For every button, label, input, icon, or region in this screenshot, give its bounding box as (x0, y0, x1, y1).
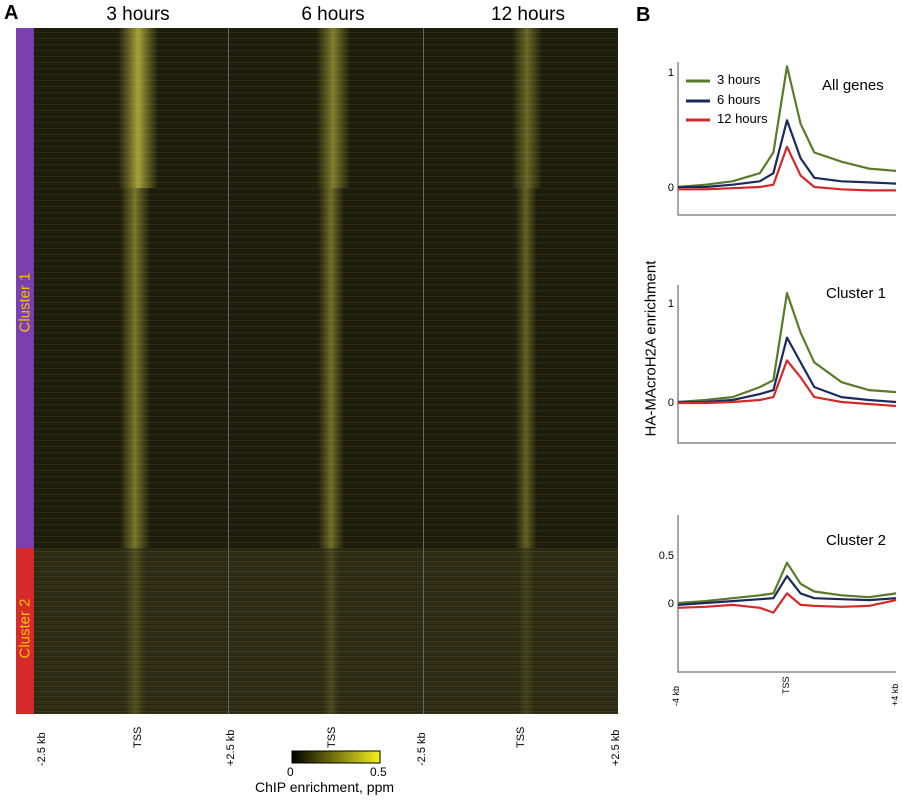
plot-2-ytick-1: 0 (668, 598, 674, 610)
plot-0-series-0 (677, 65, 897, 189)
plot-2-series-2 (677, 592, 897, 614)
plot-1-ytick-1: 1 (668, 298, 674, 310)
plot-0-ytick-0: 0 (668, 182, 674, 194)
profile-x-tick-tss: TSS (781, 676, 791, 694)
colorbar-max: 0.5 (370, 765, 387, 779)
plot-2-axes (677, 515, 896, 673)
plot-0-axes (677, 62, 896, 216)
plot-2-ytick-0: 0.5 (659, 550, 674, 562)
colorbar (291, 750, 381, 764)
column-title-6h: 6 hours (301, 4, 365, 25)
column-title-3h: 3 hours (106, 4, 170, 25)
plot-0-series-2 (678, 145, 896, 192)
profile-x-tick-left: -4 kb (671, 685, 681, 706)
cluster-2-bar (16, 548, 34, 714)
plot-1-series-0 (677, 292, 897, 404)
plot-2-series-0 (677, 561, 897, 605)
legend-12h: 12 hours (717, 111, 768, 126)
plot-2-series-1 (677, 574, 897, 606)
colorbar-label: ChIP enrichment, ppm (255, 779, 395, 795)
plot-1-ytick-0: 0 (668, 397, 674, 409)
plot-0-series-1 (678, 119, 897, 189)
plot-title-all-genes: All genes (822, 77, 884, 94)
plot-1-series-1 (678, 336, 897, 404)
legend-3h: 3 hours (717, 72, 761, 87)
legend-6h: 6 hours (717, 92, 761, 107)
plot-title-cluster-1: Cluster 1 (826, 285, 887, 302)
heatmap-6h (229, 28, 423, 714)
heatmap-12h (424, 28, 618, 714)
profile-x-tick-right: +4 kb (890, 683, 900, 706)
plot-0-ytick-1: 1 (668, 67, 674, 79)
panel-a-letter: A (4, 2, 19, 24)
heatmap-3h (34, 28, 228, 714)
cluster-1-bar (16, 28, 34, 548)
plot-1-series-2 (678, 359, 897, 408)
colorbar-min: 0 (287, 765, 294, 779)
plot-1-axes (677, 285, 896, 444)
plot-title-cluster-2: Cluster 2 (826, 532, 887, 549)
column-title-12h: 12 hours (491, 4, 565, 25)
panel-b-letter: B (636, 4, 651, 26)
